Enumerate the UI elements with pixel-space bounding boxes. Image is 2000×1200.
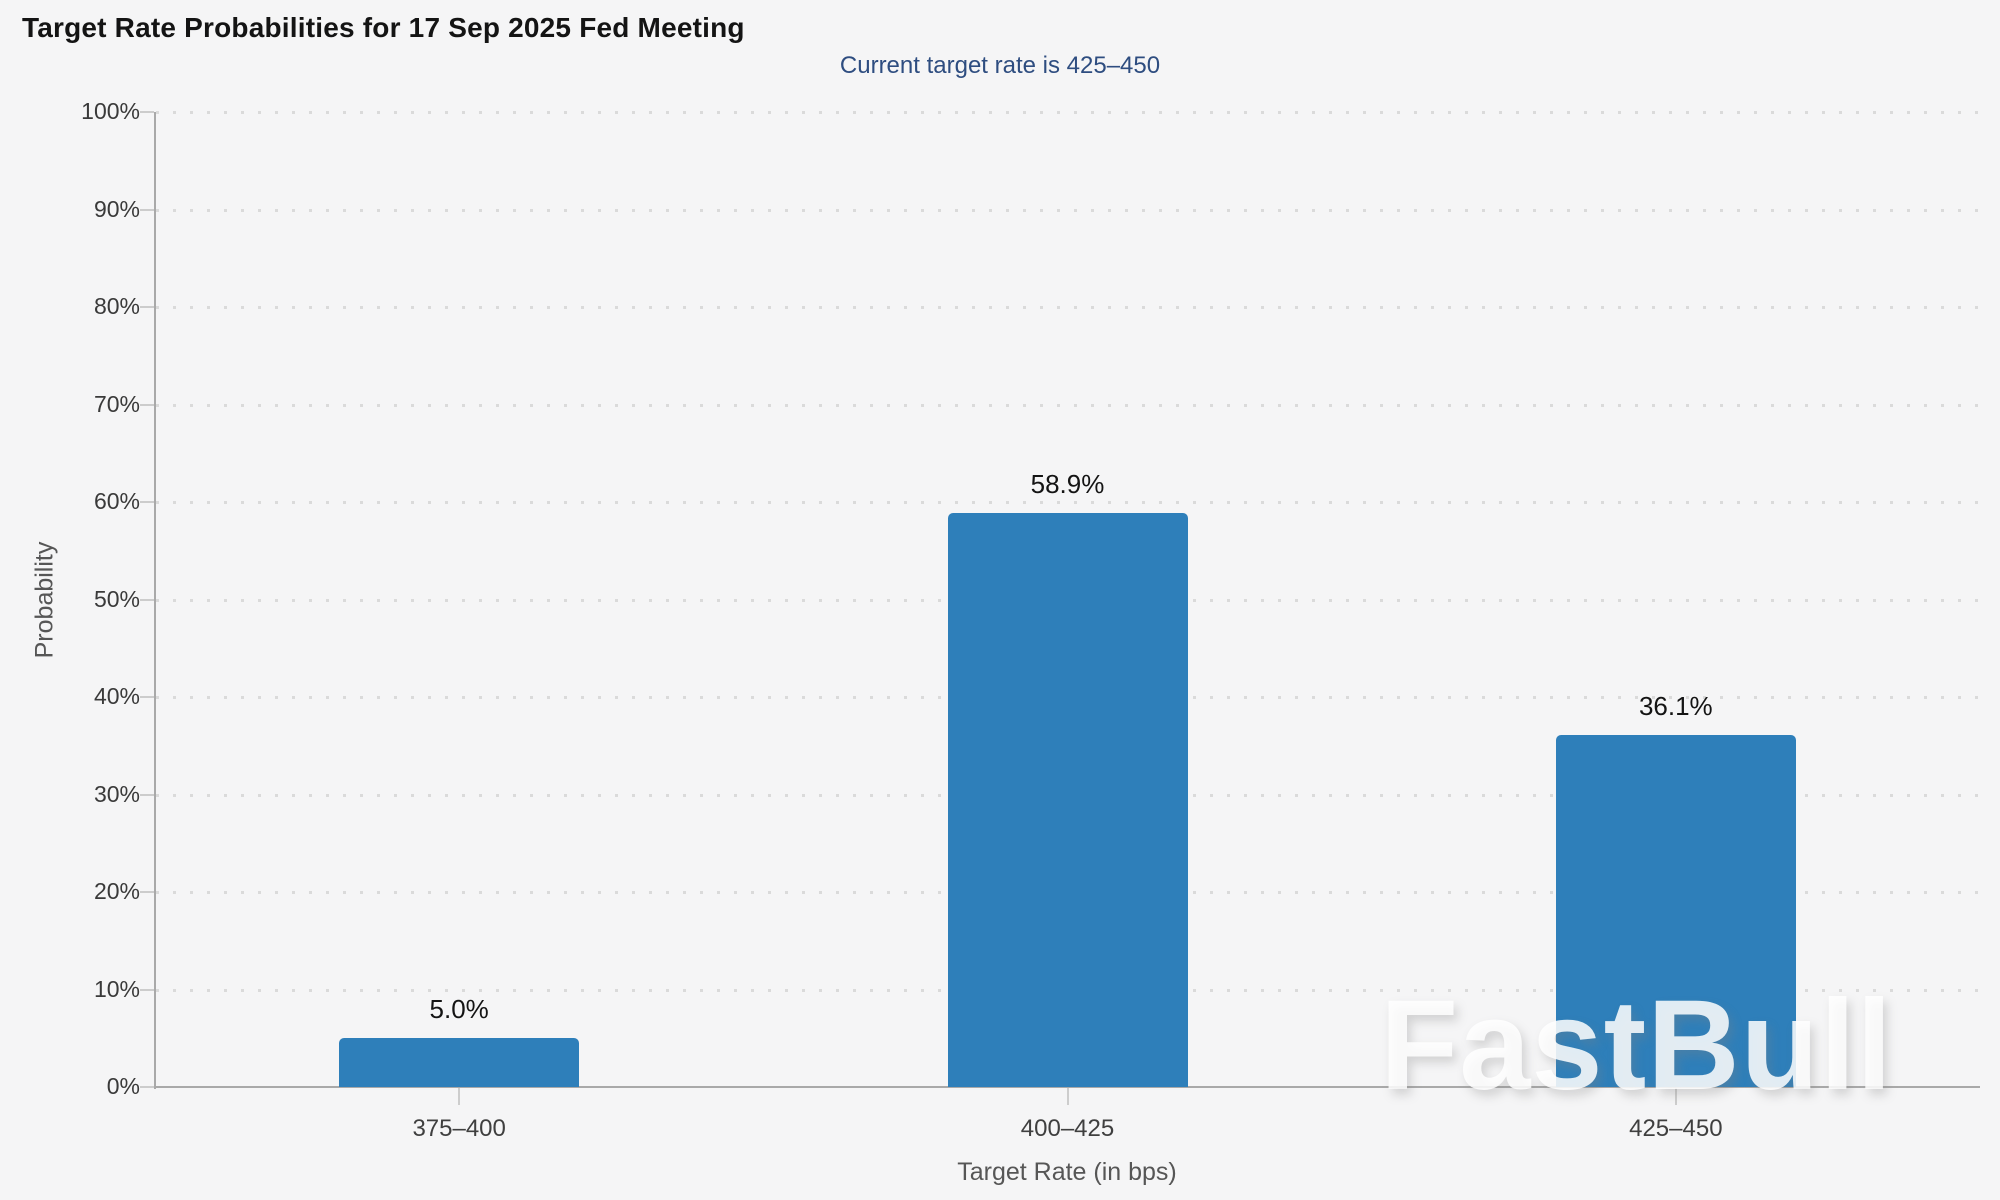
gridline [156,306,1980,309]
y-tick-mark [140,891,154,893]
y-tick-mark [140,403,154,406]
y-tick-mark [140,306,154,308]
bar[interactable] [339,1038,580,1087]
bar[interactable] [947,512,1188,1087]
y-tick-label: 70% [93,390,140,417]
x-tick-mark [458,1088,461,1105]
y-axis-line [154,112,156,1089]
x-tick-mark [1066,1088,1069,1105]
bar[interactable] [1555,735,1796,1087]
y-tick-mark [140,1086,154,1088]
x-axis-line [150,1086,1980,1088]
bar-value-label: 36.1% [1638,691,1713,722]
y-tick-label: 20% [93,878,140,904]
y-tick-mark [140,988,154,991]
y-tick-mark [140,793,154,796]
y-tick-mark [140,208,154,211]
y-tick-label: 50% [93,585,140,612]
y-tick-label: 0% [106,1073,140,1099]
y-tick-mark [140,696,154,698]
x-tick-mark [1674,1088,1677,1105]
y-tick-label: 100% [81,98,140,124]
y-tick-mark [140,598,154,601]
x-tick-label: 400–425 [1020,1115,1115,1142]
y-tick-label: 10% [93,975,140,1002]
gridline [156,403,1980,407]
y-tick-mark [140,501,154,503]
y-tick-label: 40% [93,683,140,709]
bar-value-label: 5.0% [429,994,489,1025]
gridline [156,501,1980,504]
chart-subtitle: Current target rate is 425–450 [839,52,1161,79]
bar-value-label: 58.9% [1030,468,1105,499]
y-tick-label: 60% [93,488,140,514]
x-axis-title: Target Rate (in bps) [957,1158,1177,1186]
gridline [156,111,1980,114]
gridline [156,208,1980,212]
y-tick-mark [140,111,154,113]
x-tick-label: 425–450 [1629,1115,1723,1142]
fastbull-watermark: FastBull [1380,974,1893,1117]
y-tick-label: 90% [93,195,140,222]
y-tick-label: 80% [93,293,140,319]
y-tick-label: 30% [93,780,140,807]
chart-title: Target Rate Probabilities for 17 Sep 202… [22,12,745,43]
x-tick-label: 375–400 [412,1115,506,1142]
